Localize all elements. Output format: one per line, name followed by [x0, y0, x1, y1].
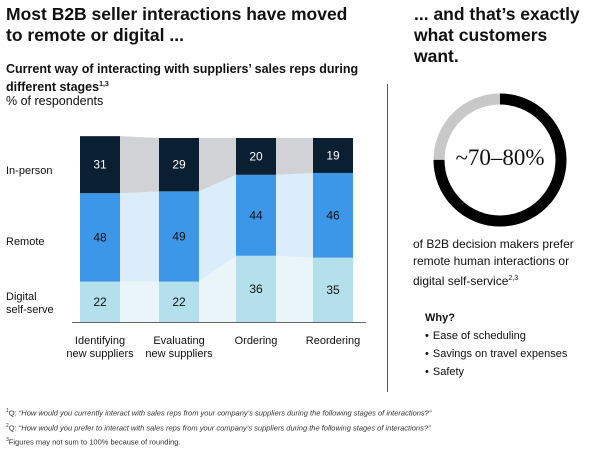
connector-band [120, 191, 159, 282]
row-label-line: Digital [6, 291, 37, 303]
why-item: Safety [425, 363, 567, 381]
chart-title: Current way of interacting with supplier… [6, 61, 366, 95]
connector-band [276, 255, 313, 322]
row-label-digital-self-serve: Digital self-serve [6, 291, 54, 317]
bar-segment [313, 257, 353, 322]
why-list: Ease of scheduling Savings on travel exp… [425, 327, 568, 381]
stat-footnote: 2,3 [508, 275, 519, 282]
footnote-2: 2Q: “How would you prefer to interact wi… [6, 422, 431, 433]
bar-segment [159, 191, 199, 282]
connector-band [199, 138, 236, 192]
connector-band [120, 281, 159, 322]
bar-value-label: 19 [326, 148, 340, 162]
connector-band [120, 136, 159, 194]
bar-value-label: 22 [172, 295, 186, 309]
connector-band [276, 138, 313, 175]
bar-value-label: 29 [172, 158, 186, 172]
bar-value-label: 36 [249, 282, 263, 296]
category-label: new suppliers [145, 348, 213, 360]
stat-description-text: of B2B decision makers prefer remote hum… [413, 237, 574, 288]
chart-title-text: Current way of interacting with supplier… [6, 62, 359, 95]
bar-segment [236, 174, 276, 256]
percentage-ring [433, 93, 567, 227]
why-heading: Why? [425, 312, 455, 324]
chart-title-footnote: 1,3 [99, 81, 109, 88]
row-label-in-person: In-person [6, 165, 52, 178]
bar-segment [236, 138, 276, 175]
bar-segment [159, 138, 199, 192]
category-label: Reordering [306, 335, 360, 347]
bar-value-label: 44 [249, 208, 263, 222]
why-item: Savings on travel expenses [425, 345, 568, 363]
bar-segment [80, 281, 120, 322]
bar-value-label: 46 [326, 208, 340, 222]
row-label-remote: Remote [6, 236, 45, 249]
footnote-1: 1Q: “How would you currently interact wi… [6, 408, 432, 418]
bar-value-label: 22 [93, 295, 107, 309]
category-label: Evaluating [153, 335, 204, 347]
bar-value-label: 48 [93, 230, 107, 244]
footnote-3: 3Figures may not sum to 100% because of … [6, 437, 181, 447]
row-label-line: Remote [6, 236, 45, 248]
right-headline: ... and that’s exactly what customers wa… [414, 4, 580, 66]
bar-value-label: 31 [93, 158, 107, 172]
stat-description: of B2B decision makers prefer remote hum… [413, 236, 598, 290]
why-item: Ease of scheduling [425, 327, 567, 345]
bar-segment [80, 136, 120, 194]
row-label-line: In-person [6, 165, 53, 177]
left-headline: Most B2B seller interactions have moved … [6, 4, 348, 45]
category-label: Identifying [75, 335, 125, 347]
section-divider [387, 84, 388, 392]
connector-band [199, 174, 236, 282]
ring-fill [433, 93, 567, 227]
bar-segment [159, 281, 199, 322]
row-label-line: self-serve [6, 304, 54, 316]
category-label: new suppliers [66, 348, 134, 360]
connector-band [276, 172, 313, 258]
bar-value-label: 20 [249, 149, 263, 163]
bar-value-label: 49 [172, 229, 186, 243]
connector-band [199, 255, 236, 322]
bar-segment [80, 193, 120, 282]
chart-unit: % of respondents [6, 94, 104, 108]
bar-value-label: 35 [326, 283, 340, 297]
footnotes: 1Q: “How would you currently interact wi… [6, 405, 596, 449]
stat-value: ~70–80% [455, 145, 545, 170]
category-label: Ordering [235, 335, 278, 347]
bar-segment [236, 255, 276, 322]
bar-segment [313, 172, 353, 258]
bar-segment [313, 138, 353, 173]
